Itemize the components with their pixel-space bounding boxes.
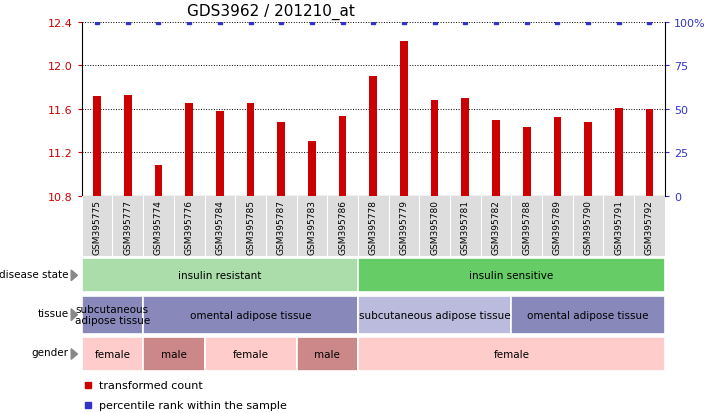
Text: GSM395779: GSM395779	[400, 199, 408, 254]
Bar	[296, 337, 358, 371]
Text: female: female	[232, 349, 269, 359]
Text: female: female	[95, 349, 130, 359]
Text: GSM395781: GSM395781	[461, 199, 470, 254]
Text: GSM395776: GSM395776	[185, 199, 193, 254]
Text: transformed count: transformed count	[100, 380, 203, 390]
Bar	[492, 120, 500, 196]
Bar	[646, 109, 653, 196]
Bar	[370, 77, 377, 196]
Bar	[216, 112, 224, 196]
Bar	[205, 337, 296, 371]
Text: GSM395792: GSM395792	[645, 199, 654, 254]
Bar	[186, 104, 193, 196]
Text: GSM395778: GSM395778	[369, 199, 378, 254]
Bar	[358, 296, 511, 334]
Text: GSM395790: GSM395790	[584, 199, 592, 254]
Bar	[511, 296, 665, 334]
Bar	[461, 99, 469, 196]
Text: GSM395774: GSM395774	[154, 199, 163, 254]
Text: GSM395791: GSM395791	[614, 199, 624, 254]
Bar	[82, 259, 358, 292]
Bar	[277, 123, 285, 196]
Text: GSM395777: GSM395777	[123, 199, 132, 254]
Bar	[143, 337, 205, 371]
Bar	[358, 337, 665, 371]
Polygon shape	[71, 309, 77, 321]
Text: tissue: tissue	[38, 308, 69, 318]
Polygon shape	[71, 349, 77, 359]
Text: GSM395780: GSM395780	[430, 199, 439, 254]
Text: insulin sensitive: insulin sensitive	[469, 271, 553, 281]
Text: GSM395784: GSM395784	[215, 199, 225, 254]
Text: omental adipose tissue: omental adipose tissue	[528, 310, 649, 320]
Text: subcutaneous
adipose tissue: subcutaneous adipose tissue	[75, 304, 150, 326]
Bar	[93, 97, 101, 196]
Text: omental adipose tissue: omental adipose tissue	[190, 310, 311, 320]
Text: percentile rank within the sample: percentile rank within the sample	[100, 400, 287, 410]
Text: male: male	[161, 349, 187, 359]
Bar	[155, 166, 162, 196]
Text: disease state: disease state	[0, 269, 69, 279]
Text: GSM395782: GSM395782	[491, 199, 501, 254]
Text: GSM395788: GSM395788	[522, 199, 531, 254]
Bar	[82, 337, 143, 371]
Bar	[523, 128, 530, 196]
Text: GSM395783: GSM395783	[307, 199, 316, 254]
Polygon shape	[71, 271, 77, 281]
Text: GSM395775: GSM395775	[92, 199, 102, 254]
Bar	[554, 118, 561, 196]
Text: female: female	[493, 349, 530, 359]
Bar	[584, 123, 592, 196]
Text: GDS3962 / 201210_at: GDS3962 / 201210_at	[187, 4, 355, 20]
Bar	[400, 42, 408, 196]
Text: GSM395789: GSM395789	[553, 199, 562, 254]
Text: insulin resistant: insulin resistant	[178, 271, 262, 281]
Text: subcutaneous adipose tissue: subcutaneous adipose tissue	[359, 310, 510, 320]
Text: GSM395785: GSM395785	[246, 199, 255, 254]
Text: gender: gender	[32, 347, 69, 357]
Text: male: male	[314, 349, 340, 359]
Bar	[358, 259, 665, 292]
Text: GSM395787: GSM395787	[277, 199, 286, 254]
Bar	[615, 108, 623, 196]
Bar	[124, 95, 132, 196]
Text: GSM395786: GSM395786	[338, 199, 347, 254]
Bar	[308, 142, 316, 196]
Bar	[338, 117, 346, 196]
Bar	[82, 296, 143, 334]
Bar	[143, 296, 358, 334]
Bar	[247, 104, 255, 196]
Bar	[431, 101, 439, 196]
